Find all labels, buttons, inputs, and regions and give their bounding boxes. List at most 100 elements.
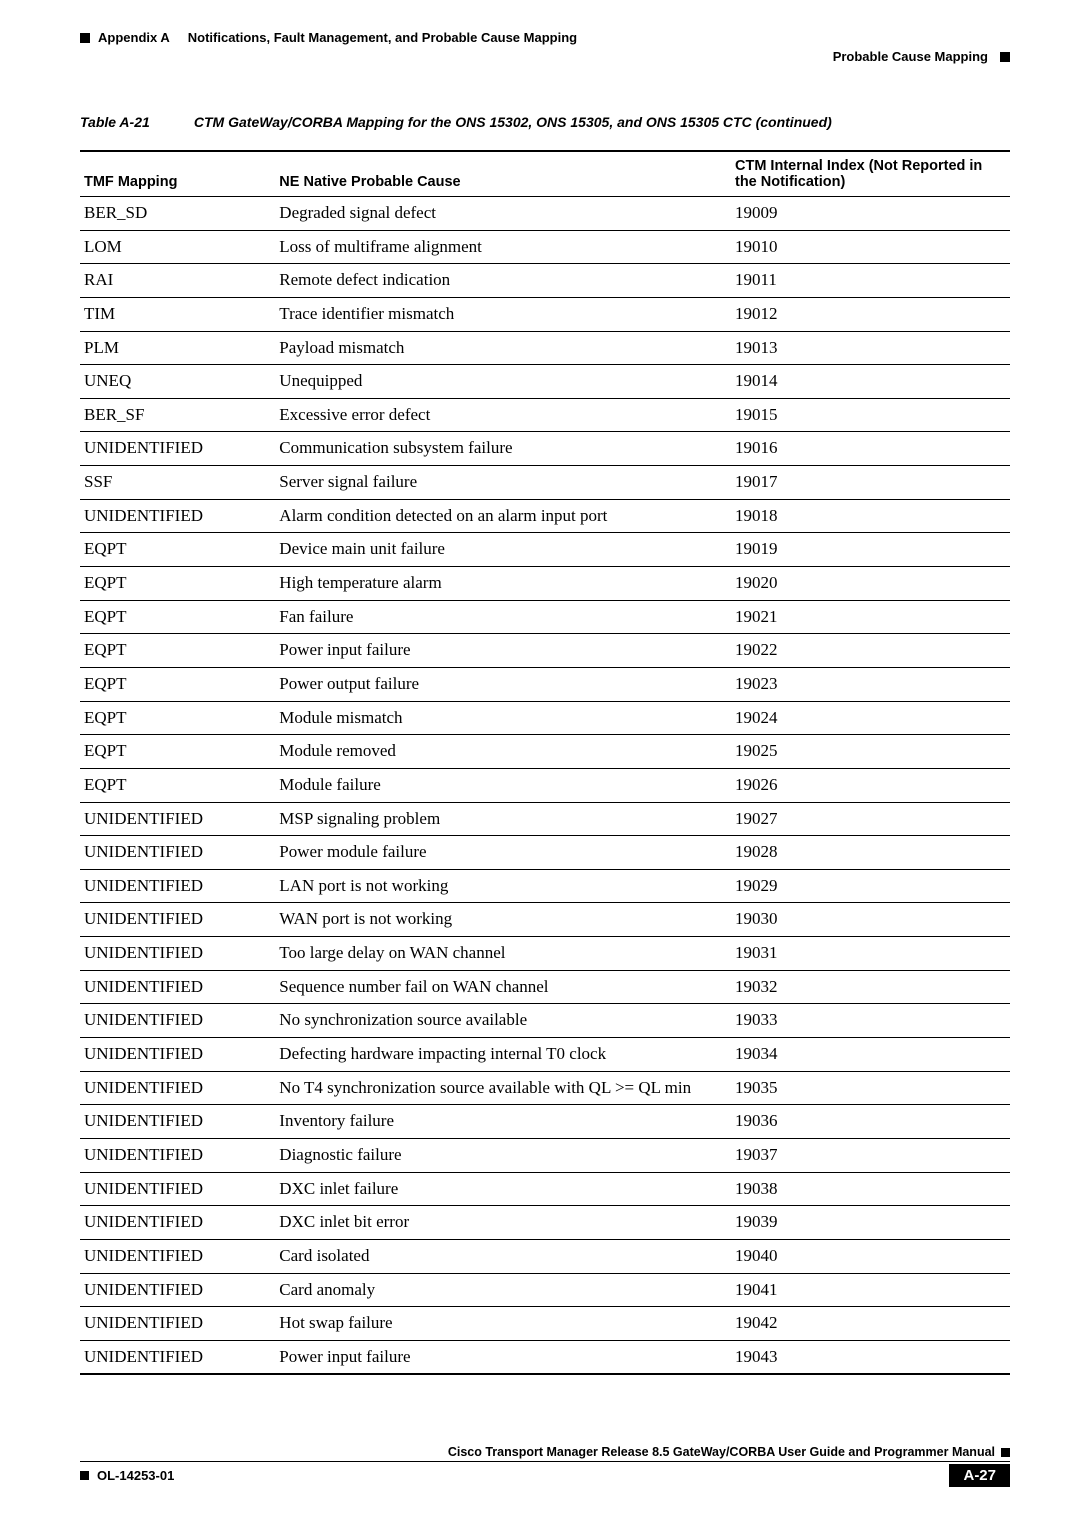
cell-cause: Module removed bbox=[275, 735, 731, 769]
cell-idx: 19026 bbox=[731, 768, 1010, 802]
cell-idx: 19011 bbox=[731, 264, 1010, 298]
cell-idx: 19014 bbox=[731, 365, 1010, 399]
cell-tmf: UNIDENTIFIED bbox=[80, 432, 275, 466]
cell-cause: Power input failure bbox=[275, 1340, 731, 1374]
cell-cause: DXC inlet bit error bbox=[275, 1206, 731, 1240]
mapping-table: TMF Mapping NE Native Probable Cause CTM… bbox=[80, 150, 1010, 1375]
cell-tmf: UNIDENTIFIED bbox=[80, 903, 275, 937]
cell-idx: 19033 bbox=[731, 1004, 1010, 1038]
cell-idx: 19042 bbox=[731, 1307, 1010, 1341]
cell-tmf: RAI bbox=[80, 264, 275, 298]
table-row: UNIDENTIFIEDSequence number fail on WAN … bbox=[80, 970, 1010, 1004]
table-row: EQPTPower input failure19022 bbox=[80, 634, 1010, 668]
cell-idx: 19040 bbox=[731, 1239, 1010, 1273]
table-title: CTM GateWay/CORBA Mapping for the ONS 15… bbox=[194, 114, 832, 130]
table-row: UNIDENTIFIEDDiagnostic failure19037 bbox=[80, 1138, 1010, 1172]
page-footer: Cisco Transport Manager Release 8.5 Gate… bbox=[80, 1445, 1010, 1487]
table-row: UNEQUnequipped19014 bbox=[80, 365, 1010, 399]
cell-tmf: UNIDENTIFIED bbox=[80, 1307, 275, 1341]
table-row: UNIDENTIFIEDMSP signaling problem19027 bbox=[80, 802, 1010, 836]
page-number: A-27 bbox=[949, 1464, 1010, 1487]
cell-tmf: UNIDENTIFIED bbox=[80, 802, 275, 836]
cell-tmf: UNIDENTIFIED bbox=[80, 970, 275, 1004]
cell-idx: 19021 bbox=[731, 600, 1010, 634]
cell-cause: Defecting hardware impacting internal T0… bbox=[275, 1038, 731, 1072]
table-header-row: TMF Mapping NE Native Probable Cause CTM… bbox=[80, 151, 1010, 197]
footer-manual-line: Cisco Transport Manager Release 8.5 Gate… bbox=[80, 1445, 1010, 1462]
table-row: UNIDENTIFIEDCommunication subsystem fail… bbox=[80, 432, 1010, 466]
table-number: Table A-21 bbox=[80, 114, 190, 130]
cell-tmf: PLM bbox=[80, 331, 275, 365]
cell-idx: 19032 bbox=[731, 970, 1010, 1004]
cell-idx: 19023 bbox=[731, 667, 1010, 701]
cell-tmf: UNIDENTIFIED bbox=[80, 1273, 275, 1307]
table-row: UNIDENTIFIEDLAN port is not working19029 bbox=[80, 869, 1010, 903]
cell-idx: 19018 bbox=[731, 499, 1010, 533]
cell-tmf: LOM bbox=[80, 230, 275, 264]
cell-cause: Sequence number fail on WAN channel bbox=[275, 970, 731, 1004]
appendix-label: Appendix A bbox=[98, 30, 170, 45]
cell-idx: 19010 bbox=[731, 230, 1010, 264]
table-row: UNIDENTIFIEDCard anomaly19041 bbox=[80, 1273, 1010, 1307]
table-row: UNIDENTIFIEDPower module failure19028 bbox=[80, 836, 1010, 870]
cell-cause: WAN port is not working bbox=[275, 903, 731, 937]
table-row: BER_SDDegraded signal defect19009 bbox=[80, 197, 1010, 231]
cell-idx: 19028 bbox=[731, 836, 1010, 870]
cell-tmf: UNIDENTIFIED bbox=[80, 1004, 275, 1038]
cell-cause: MSP signaling problem bbox=[275, 802, 731, 836]
table-row: SSFServer signal failure19017 bbox=[80, 466, 1010, 500]
cell-idx: 19016 bbox=[731, 432, 1010, 466]
cell-tmf: UNIDENTIFIED bbox=[80, 499, 275, 533]
col-header-idx: CTM Internal Index (Not Reported in the … bbox=[731, 151, 1010, 197]
cell-idx: 19041 bbox=[731, 1273, 1010, 1307]
table-row: UNIDENTIFIEDToo large delay on WAN chann… bbox=[80, 937, 1010, 971]
document-page: Appendix A Notifications, Fault Manageme… bbox=[0, 0, 1080, 1517]
table-row: EQPTModule removed19025 bbox=[80, 735, 1010, 769]
section-title: Probable Cause Mapping bbox=[833, 49, 988, 64]
cell-tmf: EQPT bbox=[80, 735, 275, 769]
cell-cause: Too large delay on WAN channel bbox=[275, 937, 731, 971]
cell-idx: 19015 bbox=[731, 398, 1010, 432]
cell-tmf: BER_SD bbox=[80, 197, 275, 231]
table-row: RAIRemote defect indication19011 bbox=[80, 264, 1010, 298]
cell-tmf: BER_SF bbox=[80, 398, 275, 432]
cell-cause: Hot swap failure bbox=[275, 1307, 731, 1341]
cell-cause: No synchronization source available bbox=[275, 1004, 731, 1038]
cell-tmf: UNIDENTIFIED bbox=[80, 937, 275, 971]
cell-tmf: UNIDENTIFIED bbox=[80, 1071, 275, 1105]
table-row: EQPTHigh temperature alarm19020 bbox=[80, 567, 1010, 601]
cell-cause: Loss of multiframe alignment bbox=[275, 230, 731, 264]
table-row: EQPTModule failure19026 bbox=[80, 768, 1010, 802]
cell-idx: 19012 bbox=[731, 297, 1010, 331]
col-header-cause: NE Native Probable Cause bbox=[275, 151, 731, 197]
square-icon bbox=[1000, 52, 1010, 62]
cell-tmf: EQPT bbox=[80, 634, 275, 668]
doc-id: OL-14253-01 bbox=[97, 1468, 174, 1483]
cell-cause: Module failure bbox=[275, 768, 731, 802]
cell-idx: 19037 bbox=[731, 1138, 1010, 1172]
table-row: EQPTFan failure19021 bbox=[80, 600, 1010, 634]
table-row: EQPTPower output failure19023 bbox=[80, 667, 1010, 701]
cell-cause: High temperature alarm bbox=[275, 567, 731, 601]
cell-tmf: EQPT bbox=[80, 701, 275, 735]
cell-idx: 19013 bbox=[731, 331, 1010, 365]
cell-idx: 19025 bbox=[731, 735, 1010, 769]
cell-cause: Module mismatch bbox=[275, 701, 731, 735]
cell-cause: Power input failure bbox=[275, 634, 731, 668]
cell-tmf: UNIDENTIFIED bbox=[80, 1105, 275, 1139]
cell-tmf: UNIDENTIFIED bbox=[80, 1206, 275, 1240]
table-row: UNIDENTIFIEDAlarm condition detected on … bbox=[80, 499, 1010, 533]
table-row: EQPTDevice main unit failure19019 bbox=[80, 533, 1010, 567]
square-icon bbox=[1001, 1448, 1010, 1457]
cell-cause: Card anomaly bbox=[275, 1273, 731, 1307]
table-row: LOMLoss of multiframe alignment19010 bbox=[80, 230, 1010, 264]
cell-idx: 19039 bbox=[731, 1206, 1010, 1240]
table-row: UNIDENTIFIEDWAN port is not working19030 bbox=[80, 903, 1010, 937]
table-row: UNIDENTIFIEDHot swap failure19042 bbox=[80, 1307, 1010, 1341]
cell-tmf: UNIDENTIFIED bbox=[80, 1239, 275, 1273]
cell-tmf: EQPT bbox=[80, 768, 275, 802]
table-row: UNIDENTIFIEDNo synchronization source av… bbox=[80, 1004, 1010, 1038]
table-row: UNIDENTIFIEDNo T4 synchronization source… bbox=[80, 1071, 1010, 1105]
cell-idx: 19024 bbox=[731, 701, 1010, 735]
cell-idx: 19030 bbox=[731, 903, 1010, 937]
